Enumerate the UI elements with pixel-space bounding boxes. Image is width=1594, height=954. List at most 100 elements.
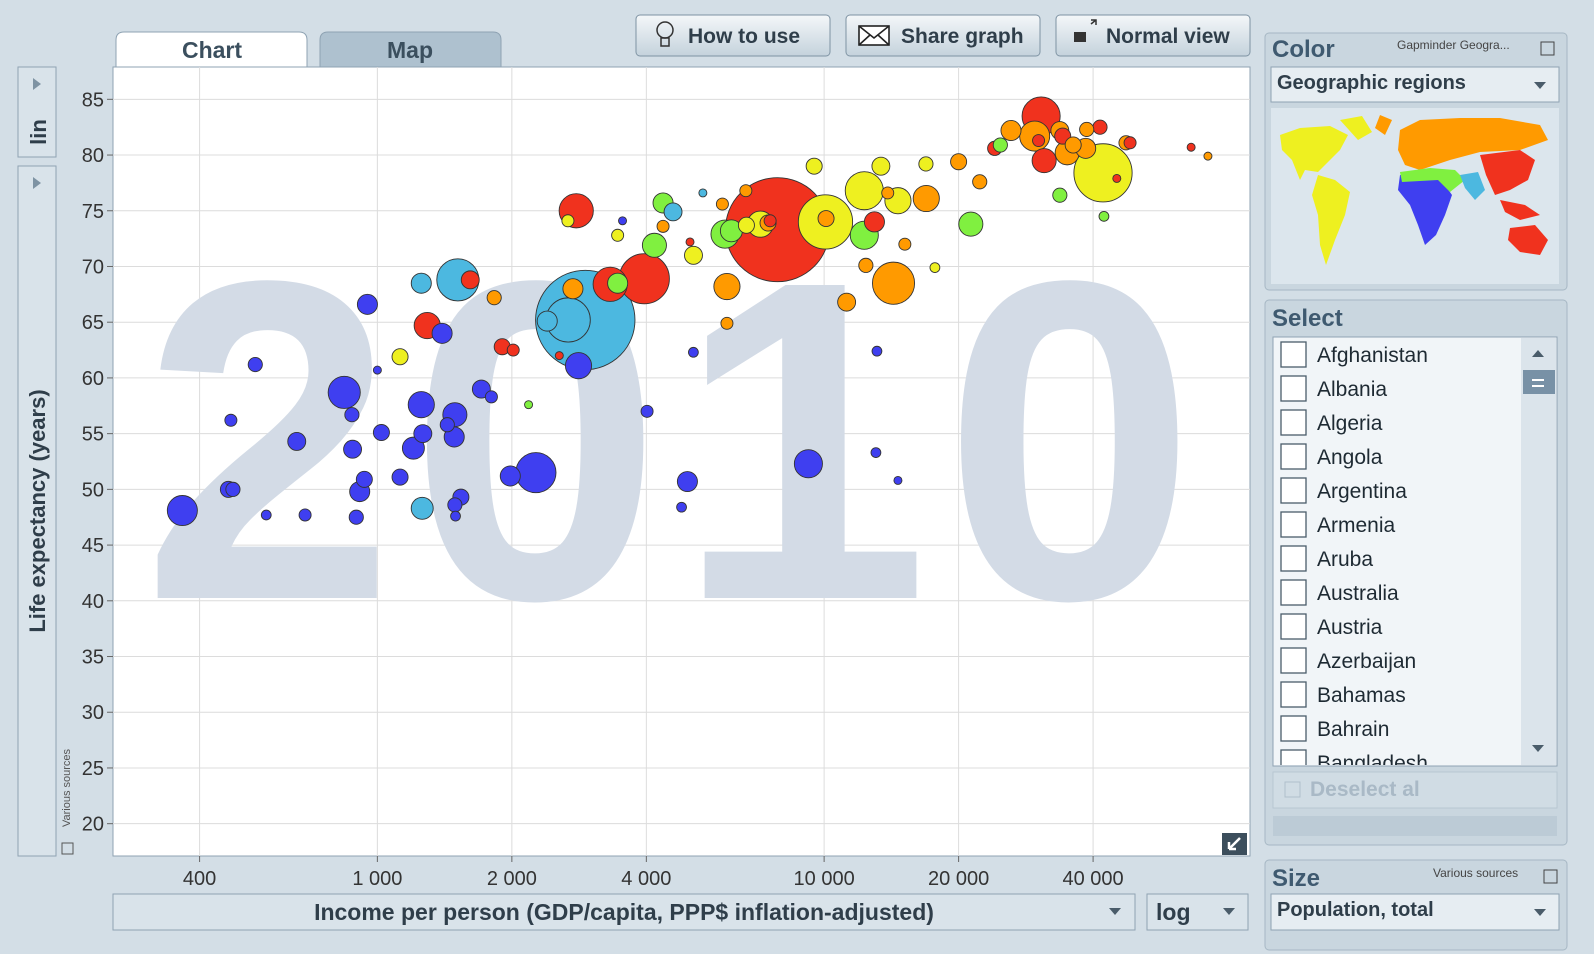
bubble (166, 495, 198, 527)
country-name: Bangladesh (1317, 752, 1428, 775)
bubble (1092, 119, 1108, 135)
y-tick-label: 70 (82, 256, 104, 278)
tab-label: Map (387, 37, 433, 63)
panel-title: Size (1272, 865, 1320, 892)
bubble (871, 345, 883, 357)
bubble (1186, 142, 1196, 152)
year-label: 2010 (142, 187, 1210, 695)
bubble (1123, 136, 1137, 150)
tab-chart[interactable] (115, 31, 308, 68)
size-dropdown[interactable] (1270, 893, 1560, 931)
bubble (881, 186, 895, 200)
bubble (484, 390, 498, 404)
bubble (958, 211, 984, 237)
scrollbar[interactable] (1521, 338, 1556, 765)
x-tick-label: 1 000 (352, 868, 402, 890)
bubble (870, 447, 882, 458)
bubble (863, 211, 885, 233)
country-name: Algeria (1317, 412, 1383, 435)
bubble (561, 214, 575, 228)
color-dropdown[interactable] (1270, 66, 1560, 103)
country-name: Bahrain (1317, 718, 1389, 741)
panel-title: Color (1272, 36, 1335, 63)
bubble (737, 216, 755, 234)
button-label: Share graph (901, 25, 1024, 48)
bubble (391, 468, 409, 486)
bubble (356, 293, 378, 315)
arrow-icon (33, 78, 41, 90)
y-scale-label: lin (26, 119, 51, 145)
checkbox (1280, 341, 1307, 368)
country-name: Bahamas (1317, 684, 1406, 707)
tab-map[interactable] (319, 31, 502, 68)
y-tick-label: 20 (82, 814, 104, 836)
bubble (372, 365, 382, 375)
x-tick-label: 4 000 (621, 868, 671, 890)
button-share-graph[interactable] (845, 14, 1041, 57)
bubble (858, 257, 874, 273)
button-label: Normal view (1106, 25, 1230, 48)
bubble (524, 400, 534, 410)
bubble (460, 270, 480, 290)
dropdown-arrow (1534, 909, 1546, 916)
search-field[interactable] (1273, 816, 1557, 836)
deselect-button[interactable] (1272, 771, 1558, 809)
checkbox (1280, 613, 1307, 640)
bubble (972, 174, 988, 190)
dropdown-arrow (1109, 908, 1121, 915)
y-tick-label: 75 (82, 201, 104, 223)
bubble (739, 184, 753, 198)
bubble (844, 171, 884, 211)
bubble (950, 153, 968, 171)
bubble (641, 232, 667, 258)
bubble (450, 510, 461, 522)
checkbox (1280, 749, 1307, 765)
bubble (676, 471, 698, 493)
bubble (372, 424, 390, 442)
bubble (929, 262, 941, 273)
mail-icon (858, 25, 890, 46)
thumb-grip (1532, 379, 1544, 387)
dropdown-label: Population, total (1277, 899, 1434, 921)
scroll-thumb[interactable] (1523, 370, 1555, 394)
bubble (912, 184, 940, 213)
bubble (663, 202, 683, 222)
bubble (698, 188, 708, 198)
arrow-icon (33, 177, 41, 189)
bubble (992, 137, 1008, 153)
bubble (688, 346, 699, 358)
y-tick-label: 25 (82, 758, 104, 780)
dropdown-label: Geographic regions (1277, 72, 1466, 94)
tab-label: Chart (182, 37, 242, 63)
y-tick-label: 30 (82, 702, 104, 724)
table-icon (61, 842, 74, 855)
panel-source: Gapminder Geogra... (1397, 38, 1510, 52)
checkbox (1280, 579, 1307, 606)
button-how-to-use[interactable] (635, 14, 831, 57)
bubble (506, 343, 520, 357)
bubble (348, 509, 364, 525)
bubble (410, 496, 434, 520)
checkbox (1280, 647, 1307, 674)
scroll-down[interactable] (1532, 745, 1544, 752)
country-name: Afghanistan (1317, 344, 1428, 367)
bubble (918, 156, 934, 172)
dropdown-arrow (1534, 82, 1546, 89)
bubble (471, 379, 491, 399)
bubble (1112, 173, 1122, 183)
y-tick-label: 50 (82, 479, 104, 501)
axes: 20 25 30 35 40 45 50 55 60 65 70 75 80 85 400 1 000 2 00… (82, 89, 1124, 890)
bubble (898, 237, 912, 251)
checkbox (1280, 715, 1307, 742)
scroll-up[interactable] (1532, 350, 1544, 357)
x-indicator-box[interactable] (112, 893, 1136, 931)
bubble (1031, 148, 1057, 174)
x-tick-label: 20 000 (928, 868, 989, 890)
y-indicator-box[interactable] (17, 165, 57, 857)
button-normal-view[interactable] (1055, 14, 1251, 57)
bubble (1000, 120, 1022, 142)
country-name: Armenia (1317, 514, 1396, 537)
bulb-icon (656, 21, 674, 47)
bubble (607, 272, 629, 294)
